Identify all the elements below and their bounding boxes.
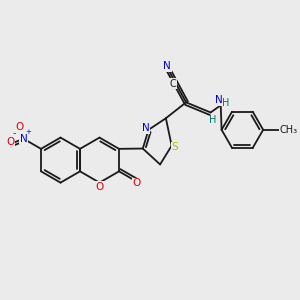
Text: C: C	[170, 79, 176, 88]
Text: O: O	[6, 136, 15, 147]
Text: N: N	[164, 61, 171, 71]
Text: +: +	[26, 129, 32, 135]
Text: O: O	[133, 178, 141, 188]
Text: O: O	[15, 122, 23, 132]
Text: N: N	[142, 123, 149, 133]
Text: -: -	[13, 128, 16, 138]
Text: S: S	[172, 142, 178, 152]
Text: N: N	[215, 95, 223, 105]
Text: H: H	[222, 98, 230, 108]
Text: CH₃: CH₃	[279, 125, 297, 135]
Text: H: H	[209, 115, 217, 125]
Text: O: O	[95, 182, 104, 192]
Text: N: N	[20, 134, 27, 144]
